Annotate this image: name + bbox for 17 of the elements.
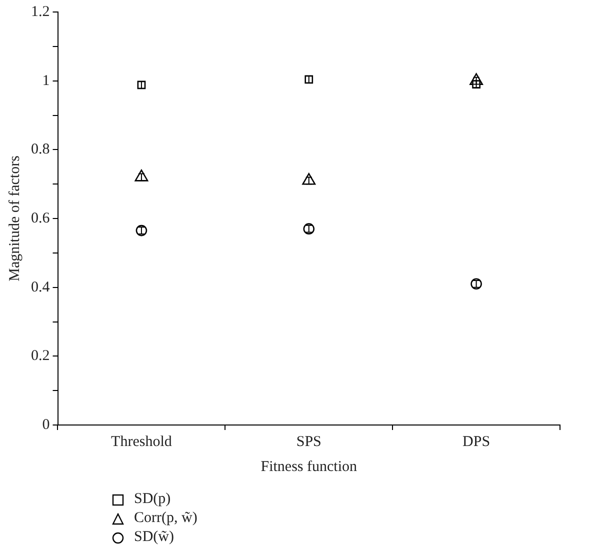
legend-label: SD(w̃) xyxy=(134,528,174,547)
y-tick-label: 0.2 xyxy=(31,348,50,364)
y-tick-label: 1.2 xyxy=(31,4,50,20)
x-tick-label: SPS xyxy=(296,434,322,450)
point xyxy=(136,224,148,236)
y-tick-label: 0.4 xyxy=(31,279,50,296)
y-axis-title: Magnitude of factors xyxy=(6,155,23,282)
x-tick-label: Threshold xyxy=(111,434,172,450)
legend-label: Corr(p, w̃) xyxy=(134,509,198,528)
x-axis-title: Fitness function xyxy=(260,458,358,475)
x-tick-label: DPS xyxy=(462,434,490,450)
y-tick-label: 0 xyxy=(42,416,50,433)
y-tick-label: 0.6 xyxy=(31,210,50,226)
y-tick-label: 0.8 xyxy=(31,142,50,158)
y-tick-label: 1 xyxy=(42,72,50,89)
legend-label: SD(p) xyxy=(134,490,171,509)
point xyxy=(303,223,315,234)
